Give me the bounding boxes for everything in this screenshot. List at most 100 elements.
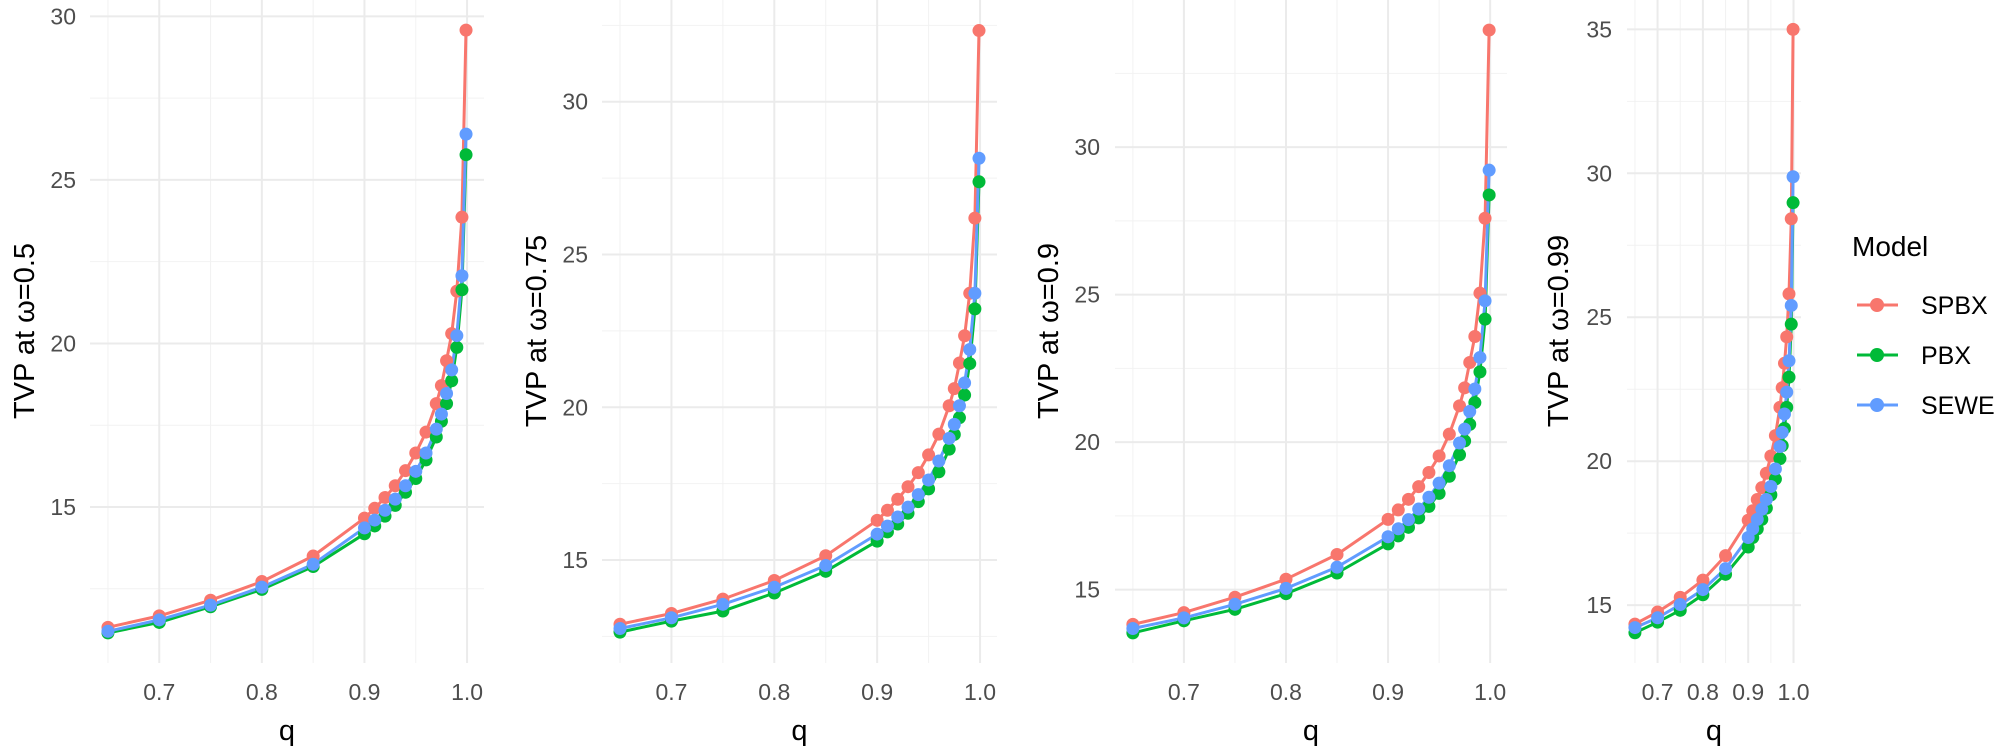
point-spbx [932,427,946,441]
series-points [1628,22,1800,640]
point-sewe [1628,621,1642,635]
point-spbx [901,480,915,494]
point-pbx [1784,317,1798,331]
line-sewe [1634,176,1795,629]
point-sewe [1442,459,1456,473]
point-sewe [152,613,166,627]
point-sewe [101,624,115,638]
y-tick-label: 20 [562,394,588,420]
gridlines [1627,0,1801,663]
legend-key-point [1870,348,1884,362]
point-spbx [1432,449,1446,463]
y-tick-label: 30 [562,89,588,115]
point-sewe [434,407,448,421]
point-sewe [1401,513,1415,527]
legend-item-pbx: PBX [1857,342,1971,370]
point-spbx [1381,512,1395,526]
point-sewe [459,127,473,141]
point-spbx [1458,381,1472,395]
point-sewe [255,580,269,594]
point-sewe [306,557,320,571]
point-spbx [922,448,936,462]
y-axis-title: TVP at ω=0.9 [1033,243,1065,419]
point-spbx [1279,572,1293,586]
x-tick-label: 0.8 [758,679,790,705]
point-spbx [459,23,473,37]
x-tick-label: 1.0 [1474,679,1506,705]
point-sewe [399,479,413,493]
series-lines [1132,30,1491,635]
point-pbx [1432,486,1446,500]
point-pbx [1442,469,1456,483]
panel-1: 15 20 25 30 0.7 0.8 0.9 1.0 q [50,0,484,747]
point-spbx [1786,22,1800,36]
point-spbx [399,464,413,478]
point-sewe [378,503,392,517]
point-sewe [1768,462,1782,476]
point-sewe [1478,294,1492,308]
point-spbx [911,466,925,480]
point-sewe [613,621,627,635]
point-spbx [952,356,966,370]
point-sewe [445,363,459,377]
y-tick-label: 15 [562,547,588,573]
x-axis-title: q [1706,715,1722,747]
series-points [101,23,473,640]
point-sewe [947,417,961,431]
series-points [1126,23,1496,640]
point-sewe [450,329,464,343]
point-sewe [891,510,905,524]
y-tick-label: 25 [1074,282,1100,308]
point-spbx [1463,355,1477,369]
point-sewe [942,431,956,445]
x-axis-title: q [279,715,295,747]
point-sewe [952,399,966,413]
point-sewe [664,611,678,625]
point-pbx [445,374,459,388]
point-sewe [1777,407,1791,421]
y-tick-label: 25 [1586,304,1612,330]
legend-label: PBX [1921,342,1971,370]
point-sewe [419,446,433,460]
x-tick-label: 0.9 [1372,679,1404,705]
point-sewe [716,597,730,611]
y-tick-label: 15 [1586,592,1612,618]
point-sewe [880,519,894,533]
y-tick-label: 15 [50,494,76,520]
point-pbx [1422,499,1436,513]
x-tick-label: 0.8 [1270,679,1302,705]
y-axis-title: TVP at ω=0.99 [1543,235,1575,427]
point-spbx [958,329,972,343]
point-sewe [1391,522,1405,536]
y-tick-label: 30 [1074,134,1100,160]
point-sewe [1764,480,1778,494]
point-sewe [1784,298,1798,312]
point-pbx [1473,365,1487,379]
point-sewe [972,151,986,165]
point-spbx [1468,330,1482,344]
panel-3: 15 20 25 30 0.7 0.8 0.9 1.0 q [1074,0,1507,747]
x-tick-label: 0.8 [246,679,278,705]
x-axis-title: q [791,715,807,747]
point-pbx [932,465,946,479]
point-sewe [1651,611,1665,625]
point-spbx [819,549,833,563]
point-spbx [1750,492,1764,506]
point-sewe [1453,436,1467,450]
point-sewe [1432,476,1446,490]
point-spbx [1453,399,1467,413]
point-sewe [1482,163,1496,177]
point-sewe [911,488,925,502]
point-spbx [870,513,884,527]
point-sewe [1473,350,1487,364]
point-spbx [1784,212,1798,226]
series-points [613,24,986,639]
point-spbx [1412,480,1426,494]
point-sewe [819,559,833,573]
x-axis-title: q [1303,715,1319,747]
point-sewe [1719,562,1733,576]
legend-title: Model [1852,231,1928,262]
point-sewe [1673,598,1687,612]
line-sewe [107,134,468,633]
